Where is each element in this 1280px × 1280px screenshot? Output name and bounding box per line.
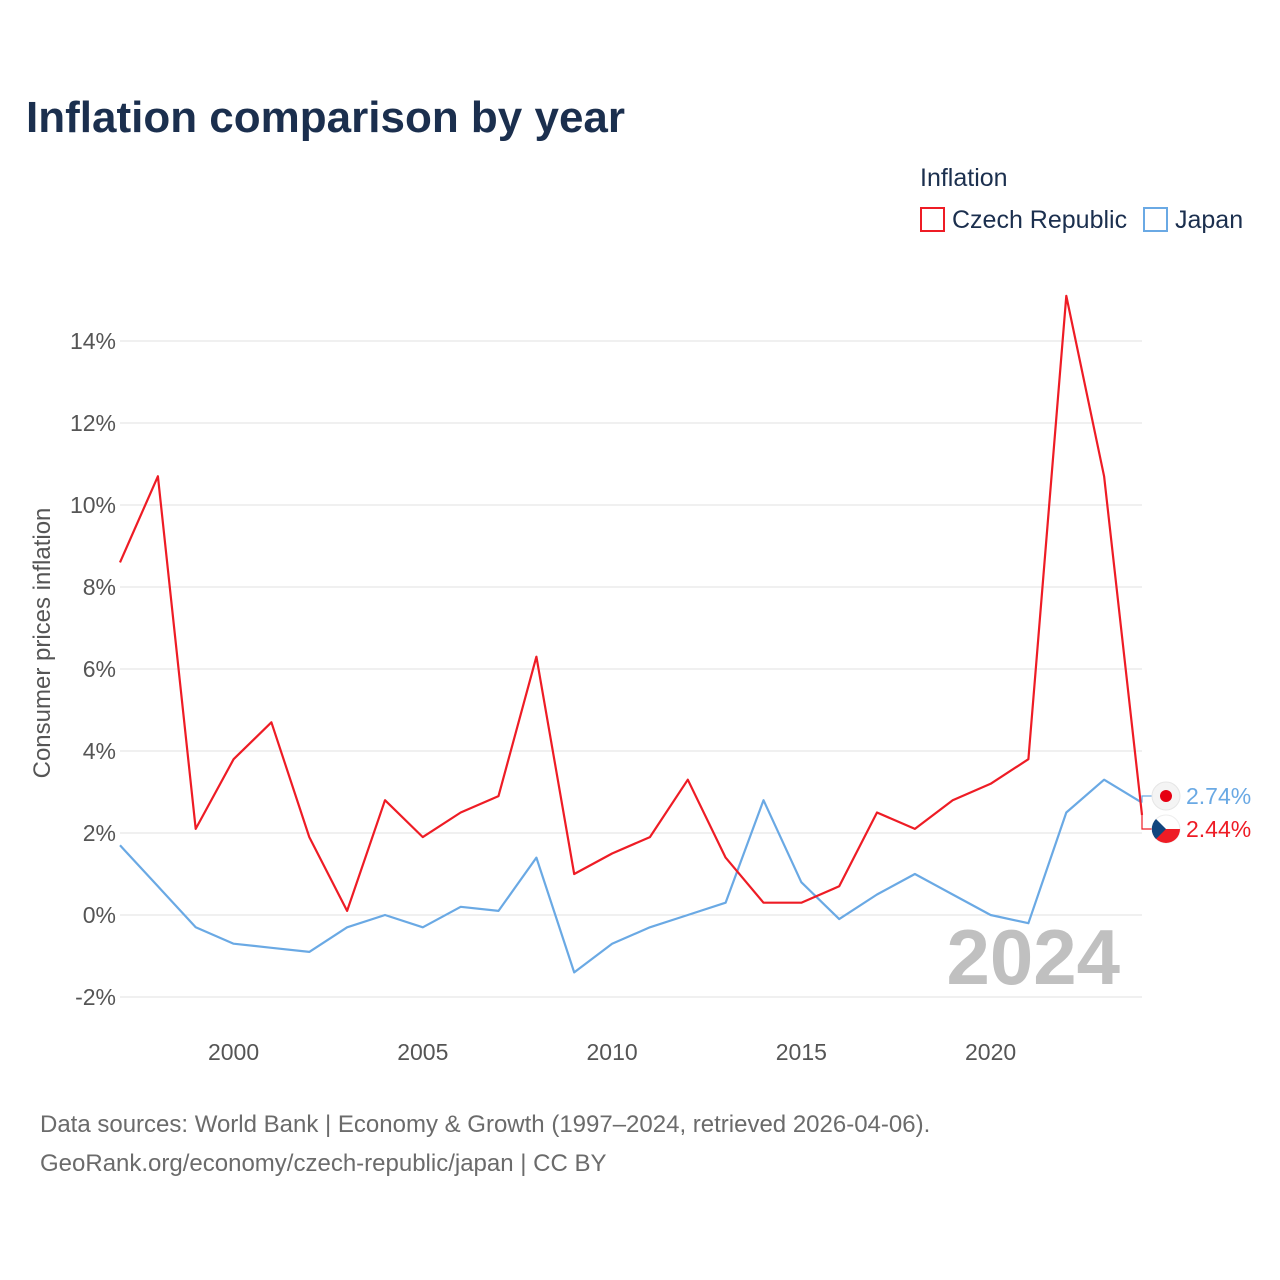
legend-swatch-czech-republic[interactable] xyxy=(920,207,945,232)
source-line: Data sources: World Bank | Economy & Gro… xyxy=(40,1111,930,1138)
x-axis-ticks: 2000 2005 2010 2015 2020 xyxy=(208,1039,1016,1065)
y-tick-label: 4% xyxy=(83,738,116,764)
end-value-label-japan: 2.74% xyxy=(1186,783,1251,809)
legend-title: Inflation xyxy=(920,164,1008,192)
y-tick-label: 2% xyxy=(83,820,116,846)
series-lines xyxy=(118,294,1144,974)
y-tick-label: 10% xyxy=(70,492,116,518)
y-tick-label: 6% xyxy=(83,656,116,682)
x-tick-label: 2000 xyxy=(208,1039,259,1065)
legend-label-japan[interactable]: Japan xyxy=(1175,206,1243,234)
y-tick-label: 14% xyxy=(70,328,116,354)
end-connector-czech-republic xyxy=(1141,814,1152,830)
x-tick-label: 2015 xyxy=(776,1039,827,1065)
url-line[interactable]: GeoRank.org/economy/czech-republic/japan… xyxy=(40,1150,607,1177)
y-axis-label: Consumer prices inflation xyxy=(29,508,56,779)
series-line-czech-republic[interactable] xyxy=(118,294,1144,913)
y-tick-label: 12% xyxy=(70,410,116,436)
x-tick-label: 2005 xyxy=(397,1039,448,1065)
y-tick-label: 8% xyxy=(83,574,116,600)
series-end-labels: 2.44% 2.74% xyxy=(1141,781,1251,844)
end-connector-japan xyxy=(1141,795,1152,803)
y-tick-label: 0% xyxy=(83,902,116,928)
legend-swatch-japan[interactable] xyxy=(1143,207,1168,232)
y-axis-ticks: -2% 0% 2% 4% 6% 8% 10% 12% 14% xyxy=(70,328,116,1010)
legend-label-czech-republic[interactable]: Czech Republic xyxy=(952,206,1127,234)
chart-title: Inflation comparison by year xyxy=(26,93,625,142)
czech-republic-flag-icon xyxy=(1151,814,1181,844)
end-value-label-czech-republic: 2.44% xyxy=(1186,816,1251,842)
legend: Inflation Czech Republic Japan xyxy=(920,164,1243,234)
x-tick-label: 2020 xyxy=(965,1039,1016,1065)
japan-flag-icon xyxy=(1151,781,1181,811)
y-tick-label: -2% xyxy=(75,984,116,1010)
x-tick-label: 2010 xyxy=(586,1039,637,1065)
series-line-japan[interactable] xyxy=(119,778,1143,974)
gridlines xyxy=(120,340,1142,998)
year-watermark: 2024 xyxy=(946,913,1120,1001)
